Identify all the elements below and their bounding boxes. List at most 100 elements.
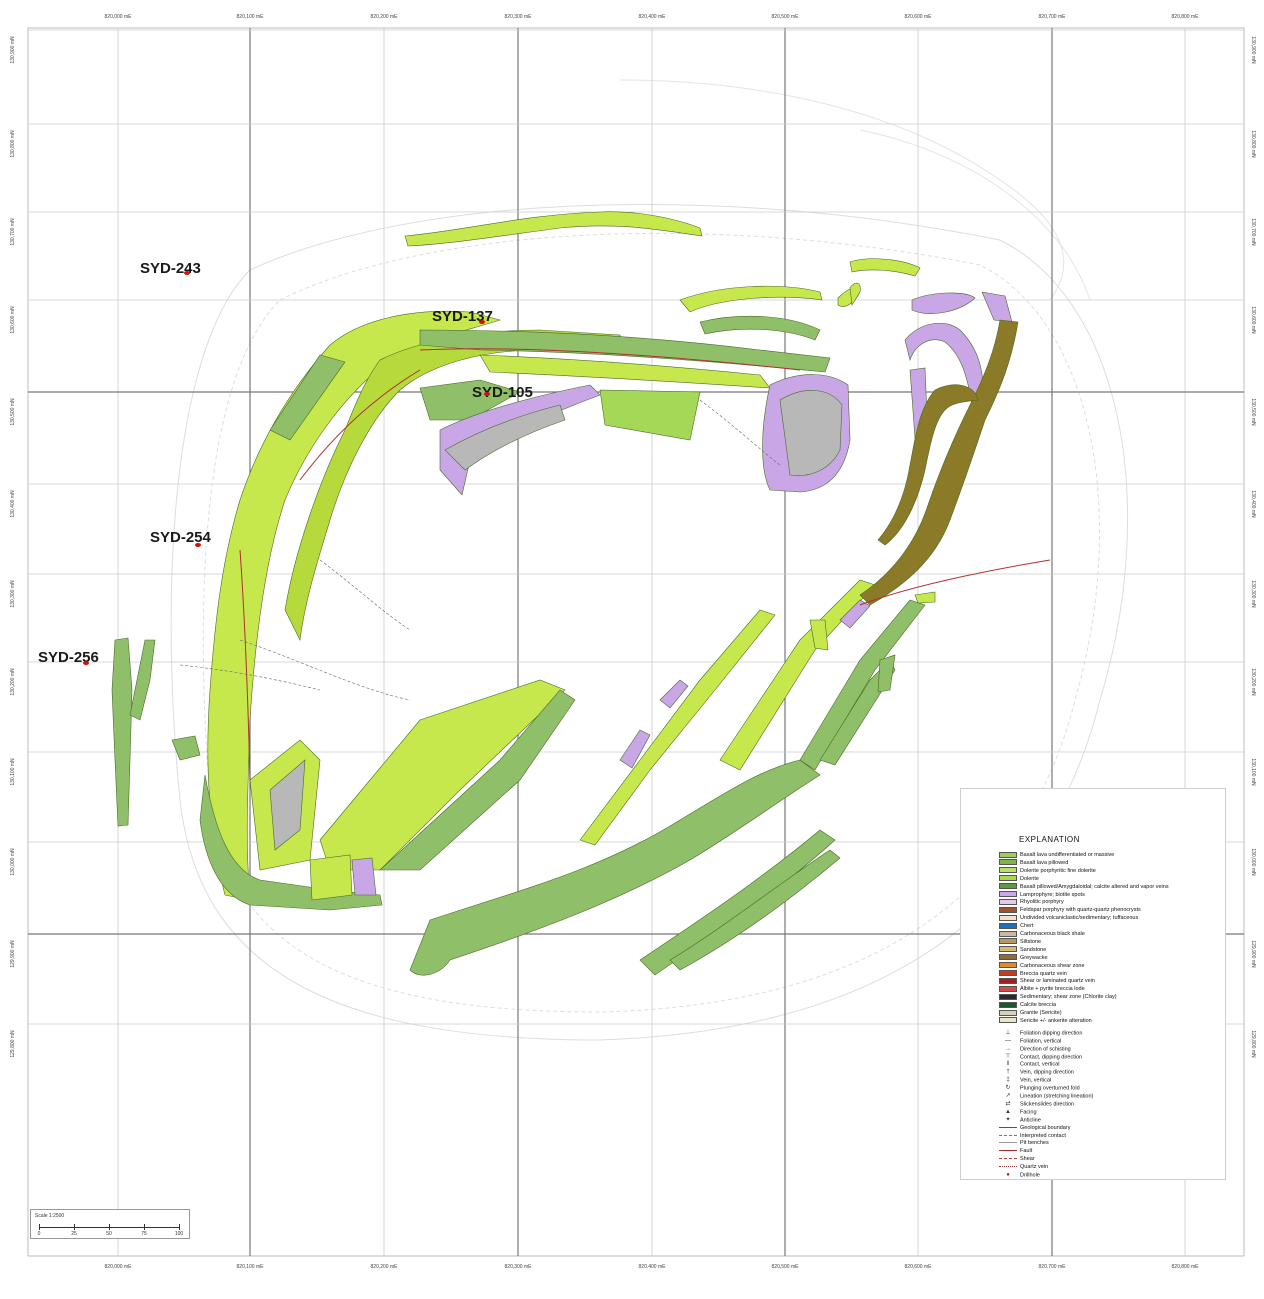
structural-symbol-icon: ⊤	[1005, 1053, 1011, 1060]
legend-unit: Carbonaceous shear zone	[999, 962, 1225, 970]
northing-label: 129,900 mN	[1250, 940, 1256, 968]
upper-curve-basalt	[699, 315, 821, 341]
legend-label: Granite (Sericite)	[1020, 1010, 1062, 1016]
drill-holes: SYD-243 SYD-137 SYD-105 SYD-254 SYD-256	[38, 260, 533, 666]
legend-line: Quartz vein	[999, 1163, 1225, 1171]
legend-unit: Sedimentary; shear zone (Chlorite clay)	[999, 993, 1225, 1001]
upper-curve-dolerite	[679, 285, 823, 313]
legend-symbol: ⊥ Foliation dipping direction	[999, 1029, 1225, 1037]
legend-label: Plunging overturned fold	[1020, 1085, 1080, 1092]
legend-label: Calcite breccia	[1020, 1002, 1057, 1009]
legend-unit: Sandstone	[999, 946, 1225, 954]
drill-hole-syd-105[interactable]: SYD-105	[472, 384, 533, 401]
east-yellow-small	[914, 591, 936, 604]
legend-symbol: ⇄ Slickenslides direction	[999, 1100, 1225, 1108]
legend-label: Quartz vein	[1020, 1164, 1049, 1171]
legend-symbol: ▲ Facing	[999, 1108, 1225, 1116]
coordinate-labels: 820,000 mE 820,000 mE 820,100 mE 820,100 mE…	[10, 14, 1256, 1270]
legend-label: Albite + pyrite breccia lode	[1020, 986, 1085, 993]
easting-label: 820,800 mE	[1172, 1264, 1200, 1270]
legend-unit: Greywacke	[999, 954, 1225, 962]
western-basalt-strip	[111, 637, 133, 827]
structural-symbol-icon: ⇄	[1005, 1100, 1011, 1107]
drill-hole-syd-256[interactable]: SYD-256	[38, 649, 99, 666]
drill-collar-icon	[195, 543, 201, 547]
southwest-basalt-curve	[199, 774, 383, 911]
easting-label: 820,200 mE	[371, 14, 399, 20]
legend-swatch	[999, 954, 1017, 961]
legend-symbol: ↻ Plunging overturned fold	[999, 1084, 1225, 1092]
scale-tick-label: 100	[174, 1231, 184, 1237]
northing-label: 129,800 mN	[10, 1030, 16, 1058]
legend-swatch	[999, 851, 1017, 858]
north-grey-unit	[444, 404, 566, 471]
legend-symbol: → Direction of schisting	[999, 1045, 1225, 1053]
east-basalt-small	[877, 654, 896, 693]
northing-label: 130,600 mN	[10, 306, 16, 334]
legend-title: EXPLANATION	[1019, 835, 1080, 844]
northing-label: 130,700 mN	[1250, 218, 1256, 246]
legend-label: Fault	[1020, 1148, 1033, 1155]
legend-line: Interpreted contact	[999, 1132, 1225, 1140]
legend-unit: Basalt pillowed/Amygdaloidal; calcite al…	[999, 883, 1225, 891]
legend-unit: Dolerite	[999, 875, 1225, 883]
legend-label: Shear or laminated quartz vein	[1020, 978, 1095, 985]
legend-label: Carbonaceous shear zone	[1020, 962, 1085, 969]
easting-label: 820,000 mE	[105, 14, 133, 20]
legend-line-swatch	[999, 1150, 1017, 1152]
northing-label: 130,900 mN	[10, 36, 16, 64]
north-central-band-1	[419, 329, 831, 373]
drill-hole-syd-137[interactable]: SYD-137	[432, 308, 493, 325]
structural-symbol-icon: ⊥	[1005, 1029, 1011, 1036]
legend-label: Sedimentary; shear zone (Chlorite clay)	[1020, 994, 1117, 1001]
legend-unit: Undivided volcaniclastic/sedimentary; tu…	[999, 914, 1225, 922]
legend-line-swatch	[999, 1134, 1017, 1136]
legend-swatch	[999, 867, 1017, 874]
drill-hole-syd-254[interactable]: SYD-254	[150, 529, 212, 547]
western-basalt-strip-2	[129, 639, 156, 721]
structural-symbol-icon: ✦	[1005, 1116, 1011, 1123]
legend-swatch	[999, 977, 1017, 984]
east-dolerite-lens	[849, 282, 861, 306]
legend-line-swatch	[999, 1166, 1017, 1168]
legend-label: Contact, vertical	[1020, 1061, 1060, 1068]
structural-symbol-icon: †	[1006, 1069, 1010, 1076]
legend-label: Sandstone	[1020, 946, 1047, 953]
drill-collar-icon	[184, 271, 190, 275]
legend-line: Pit benches	[999, 1139, 1225, 1147]
legend-label: Dolerite porphyritic fine dolerite	[1020, 867, 1096, 874]
northing-label: 130,800 mN	[1250, 130, 1256, 158]
legend-label: Breccia quartz vein	[1020, 970, 1067, 977]
legend-swatch	[999, 875, 1017, 882]
legend-line-swatch	[999, 1126, 1017, 1128]
legend-swatch	[999, 1017, 1017, 1024]
northing-label: 130,500 mN	[10, 398, 16, 426]
northing-label: 130,100 mN	[1250, 758, 1256, 786]
legend-unit: Basalt lava pillowed	[999, 859, 1225, 867]
drill-hole-syd-243[interactable]: SYD-243	[140, 260, 201, 277]
legend-line: Fault	[999, 1147, 1225, 1155]
drill-collar-icon: ●	[1006, 1172, 1010, 1178]
northing-label: 130,000 mN	[1250, 848, 1256, 876]
easting-label: 820,100 mE	[237, 1264, 265, 1270]
central-diagonal-basalt	[379, 689, 576, 871]
legend-symbol: † Vein, dipping direction	[999, 1068, 1225, 1076]
greywacke-inner-arc	[877, 384, 979, 546]
north-central-band-3	[599, 389, 701, 441]
structural-symbol-icon: ▲	[1005, 1108, 1011, 1115]
legend-label: Chert	[1020, 923, 1034, 930]
east-diagonal-strip-1	[579, 609, 776, 846]
legend-swatch	[999, 985, 1017, 992]
easting-label: 820,100 mE	[237, 14, 265, 20]
legend-label: Shear	[1020, 1156, 1035, 1163]
legend-swatch	[999, 891, 1017, 898]
scale-tick	[179, 1224, 180, 1230]
legend-label: Lamprophyre; biotite spots	[1020, 891, 1085, 898]
north-central-band-4	[419, 379, 521, 421]
northing-label: 130,200 mN	[10, 668, 16, 696]
legend-label: Undivided volcaniclastic/sedimentary; tu…	[1020, 915, 1139, 922]
scale-tick	[74, 1224, 75, 1230]
legend-unit: Carbonaceous black shale	[999, 930, 1225, 938]
legend-label: Facing	[1020, 1109, 1037, 1116]
